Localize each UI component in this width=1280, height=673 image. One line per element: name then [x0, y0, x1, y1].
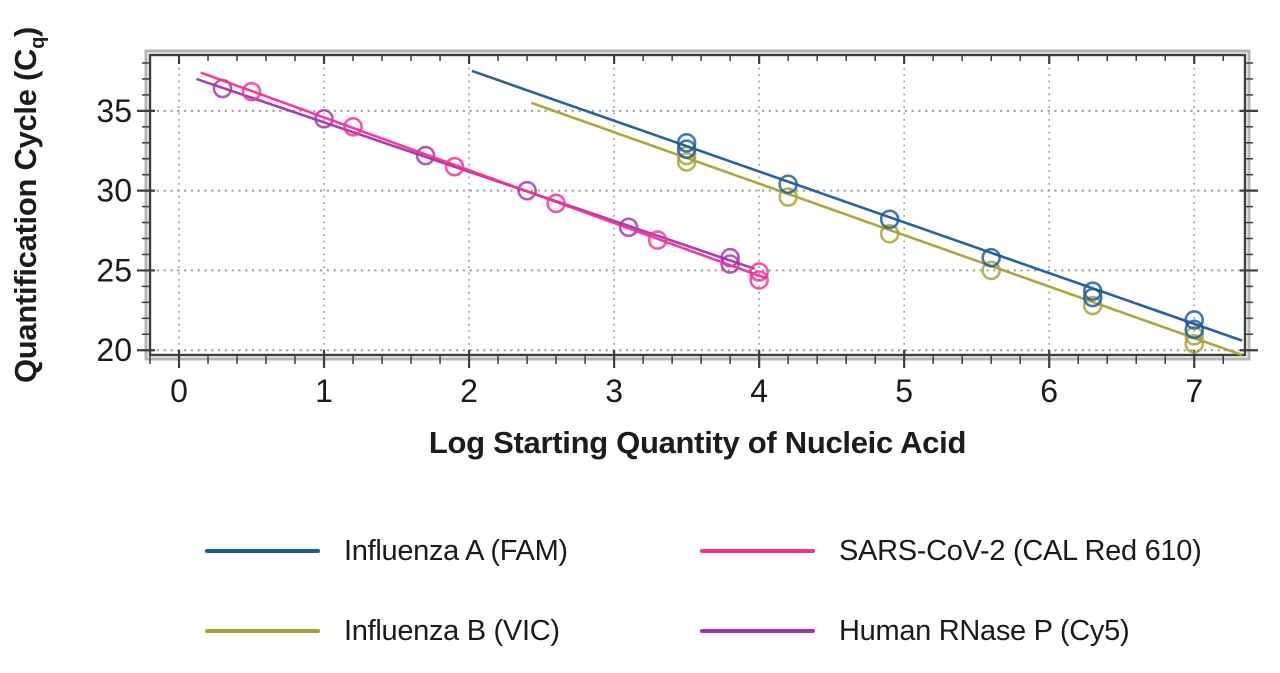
data-point	[314, 109, 334, 129]
x-axis-title: Log Starting Quantity of Nucleic Acid	[429, 425, 966, 460]
tick-labels: 20 25 30 35 0 1 2 3 4 5 6 7	[96, 93, 1203, 409]
data-point	[1082, 287, 1103, 308]
legend-swatch-influenza-a-fam	[205, 549, 320, 553]
plot-border	[148, 53, 1247, 357]
x-tick-label: 3	[605, 373, 623, 409]
trend-line	[531, 101, 1243, 357]
standard-curve-plot: 20 25 30 35 0 1 2 3 4 5 6 7 Log Starting Quantity of…	[8, 27, 1258, 460]
data-point	[879, 209, 900, 230]
data-point	[546, 193, 566, 214]
legend-label-influenza-b-vic: Influenza B (VIC)	[344, 614, 560, 647]
data-point	[618, 217, 639, 238]
legend-item-influenza-a-fam: Influenza A (FAM)	[205, 527, 700, 575]
legend-item-influenza-b-vic: Influenza B (VIC)	[205, 607, 700, 655]
series-Influenza B (VIC)	[531, 101, 1243, 357]
data-point	[778, 187, 798, 207]
legend-swatch-human-rnase-p-cy5	[700, 629, 815, 633]
x-tick-label: 2	[460, 373, 478, 409]
x-tick-label: 5	[895, 373, 913, 409]
data-point	[676, 139, 697, 159]
data-point	[676, 152, 697, 172]
data-point	[676, 132, 697, 153]
legend-label-sars-cov-2-cal-red-610: SARS-CoV-2 (CAL Red 610)	[839, 534, 1202, 567]
x-tick-label: 1	[315, 373, 333, 409]
data-point	[879, 223, 900, 244]
legend-swatch-influenza-b-vic	[205, 629, 320, 633]
data-point	[1184, 310, 1205, 330]
x-tick-label: 6	[1040, 373, 1058, 409]
x-tick-label: 4	[750, 373, 768, 409]
legend-item-sars-cov-2-cal-red-610: SARS-CoV-2 (CAL Red 610)	[700, 527, 1202, 575]
data-point	[1184, 319, 1205, 340]
series-SARS-CoV-2 (CAL Red 610)	[200, 71, 769, 290]
data-point	[749, 270, 769, 290]
data-point	[778, 174, 798, 195]
legend-item-human-rnase-p-cy5: Human RNase P (Cy5)	[700, 607, 1201, 655]
data-point	[1082, 281, 1103, 301]
data-point	[517, 180, 537, 201]
x-tick-label: 0	[170, 373, 188, 409]
data-point	[749, 262, 769, 282]
data-point	[647, 230, 668, 250]
y-tick-label: 30	[96, 173, 132, 209]
data-point	[981, 247, 1001, 268]
gridlines	[150, 55, 1245, 355]
legend-label-human-rnase-p-cy5: Human RNase P (Cy5)	[839, 614, 1130, 647]
legend-label-influenza-a-fam: Influenza A (FAM)	[344, 534, 568, 567]
y-tick-label: 35	[96, 93, 132, 129]
data-point	[343, 117, 363, 137]
data-point	[1184, 334, 1205, 354]
legend: Influenza A (FAM) SARS-CoV-2 (CAL Red 61…	[205, 527, 1202, 655]
data-point	[241, 81, 262, 102]
plot-border-shadow	[144, 49, 1251, 361]
trend-line	[200, 71, 767, 280]
y-tick-label: 25	[96, 252, 132, 288]
trend-line	[471, 69, 1243, 342]
data-point	[444, 156, 465, 177]
series-Influenza A (FAM)	[471, 69, 1243, 342]
data-point	[415, 145, 436, 166]
y-axis-title: Quantification Cycle (Cq)	[8, 27, 49, 383]
data-point	[981, 260, 1001, 281]
legend-swatch-sars-cov-2-cal-red-610	[700, 549, 815, 553]
axis-ticks	[137, 55, 1258, 368]
data-point	[1082, 295, 1103, 316]
y-tick-label: 20	[96, 332, 132, 368]
data-point	[720, 254, 740, 274]
x-tick-label: 7	[1185, 373, 1203, 409]
